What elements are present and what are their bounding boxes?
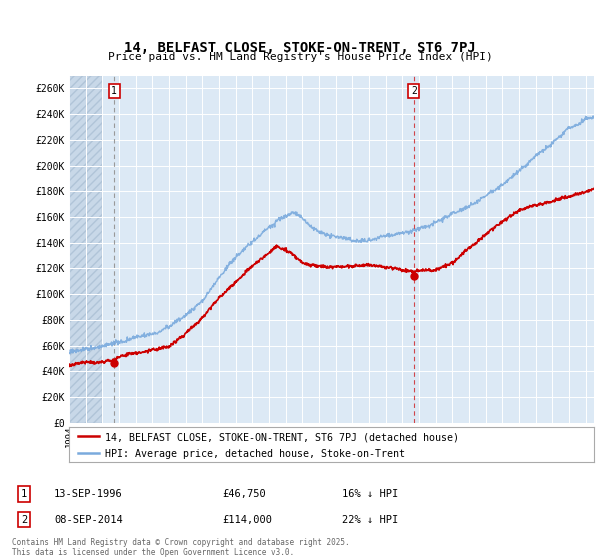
Text: Contains HM Land Registry data © Crown copyright and database right 2025.
This d: Contains HM Land Registry data © Crown c…	[12, 538, 350, 557]
Text: 16% ↓ HPI: 16% ↓ HPI	[342, 489, 398, 499]
Text: Price paid vs. HM Land Registry's House Price Index (HPI): Price paid vs. HM Land Registry's House …	[107, 52, 493, 62]
Text: 08-SEP-2014: 08-SEP-2014	[54, 515, 123, 525]
Text: 13-SEP-1996: 13-SEP-1996	[54, 489, 123, 499]
Text: HPI: Average price, detached house, Stoke-on-Trent: HPI: Average price, detached house, Stok…	[105, 449, 404, 459]
Text: £46,750: £46,750	[222, 489, 266, 499]
Text: 2: 2	[21, 515, 27, 525]
Text: 1: 1	[21, 489, 27, 499]
Text: £114,000: £114,000	[222, 515, 272, 525]
Text: 2: 2	[411, 86, 417, 96]
Text: 22% ↓ HPI: 22% ↓ HPI	[342, 515, 398, 525]
Text: 1: 1	[111, 86, 117, 96]
Text: 14, BELFAST CLOSE, STOKE-ON-TRENT, ST6 7PJ: 14, BELFAST CLOSE, STOKE-ON-TRENT, ST6 7…	[124, 41, 476, 55]
Text: 14, BELFAST CLOSE, STOKE-ON-TRENT, ST6 7PJ (detached house): 14, BELFAST CLOSE, STOKE-ON-TRENT, ST6 7…	[105, 432, 459, 442]
